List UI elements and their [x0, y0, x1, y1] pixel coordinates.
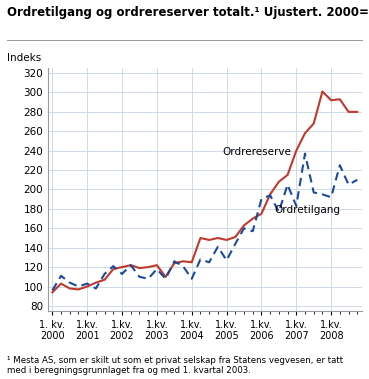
Text: Ordretilgang og ordrereserver totalt.¹ Ujustert. 2000=100: Ordretilgang og ordrereserver totalt.¹ U…: [7, 6, 369, 19]
Text: ¹ Mesta AS, som er skilt ut som et privat selskap fra Statens vegvesen, er tatt
: ¹ Mesta AS, som er skilt ut som et priva…: [7, 356, 344, 375]
Text: Ordrereserve: Ordrereserve: [222, 147, 291, 158]
Text: Indeks: Indeks: [7, 53, 41, 63]
Text: Ordretilgang: Ordretilgang: [275, 205, 341, 215]
